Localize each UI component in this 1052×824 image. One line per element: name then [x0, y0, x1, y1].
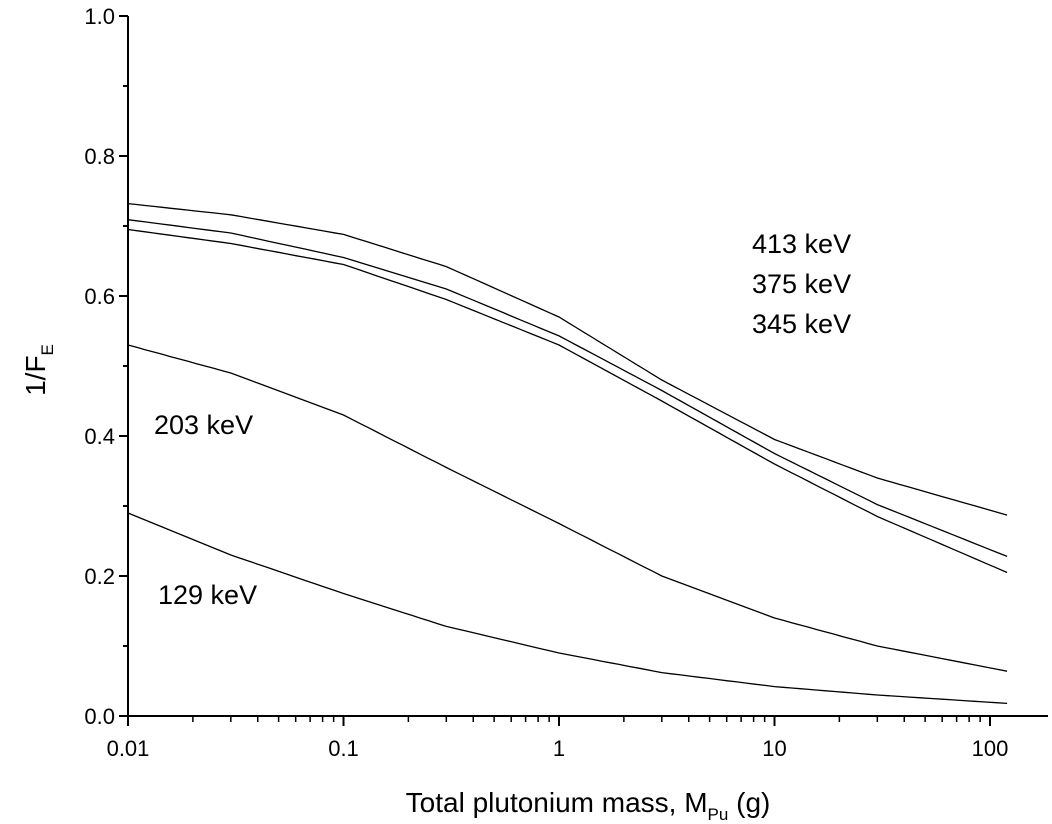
ticks: 0.0 0.2 0.4 0.6 0.8 1.0 0.01 0.1 1 10 100: [84, 4, 1008, 761]
series-line-413-kev: [127, 202, 1008, 516]
label-129-kev: 129 keV: [158, 580, 257, 610]
label-203-kev: 203 keV: [154, 410, 253, 440]
y-tick-label: 0.2: [84, 564, 115, 589]
label-375-kev: 375 keV: [752, 269, 851, 299]
series-line-375-kev: [127, 219, 1008, 558]
x-tick-label: 10: [762, 736, 786, 761]
y-tick-label: 0.8: [84, 144, 115, 169]
series-line-129-kev: [127, 512, 1008, 705]
y-tick-label: 0.6: [84, 284, 115, 309]
series-line-203-kev: [127, 344, 1008, 672]
series-labels: 413 keV 375 keV 345 keV 203 keV 129 keV: [154, 229, 851, 610]
x-tick-label: 0.01: [107, 736, 150, 761]
x-axis-title: Total plutonium mass, MPu (g): [406, 787, 771, 824]
y-axis-title: 1/FE: [20, 344, 57, 396]
label-345-kev: 345 keV: [752, 309, 851, 339]
series-lines: [127, 202, 1008, 705]
axes: [127, 16, 1048, 717]
y-tick-label: 0.4: [84, 424, 115, 449]
x-tick-label: 100: [972, 736, 1009, 761]
y-tick-label: 1.0: [84, 4, 115, 29]
label-413-kev: 413 keV: [752, 229, 851, 259]
x-tick-label: 1: [553, 736, 565, 761]
x-tick-label: 0.1: [328, 736, 359, 761]
series-line-345-kev: [127, 228, 1008, 574]
y-tick-label: 0.0: [84, 704, 115, 729]
